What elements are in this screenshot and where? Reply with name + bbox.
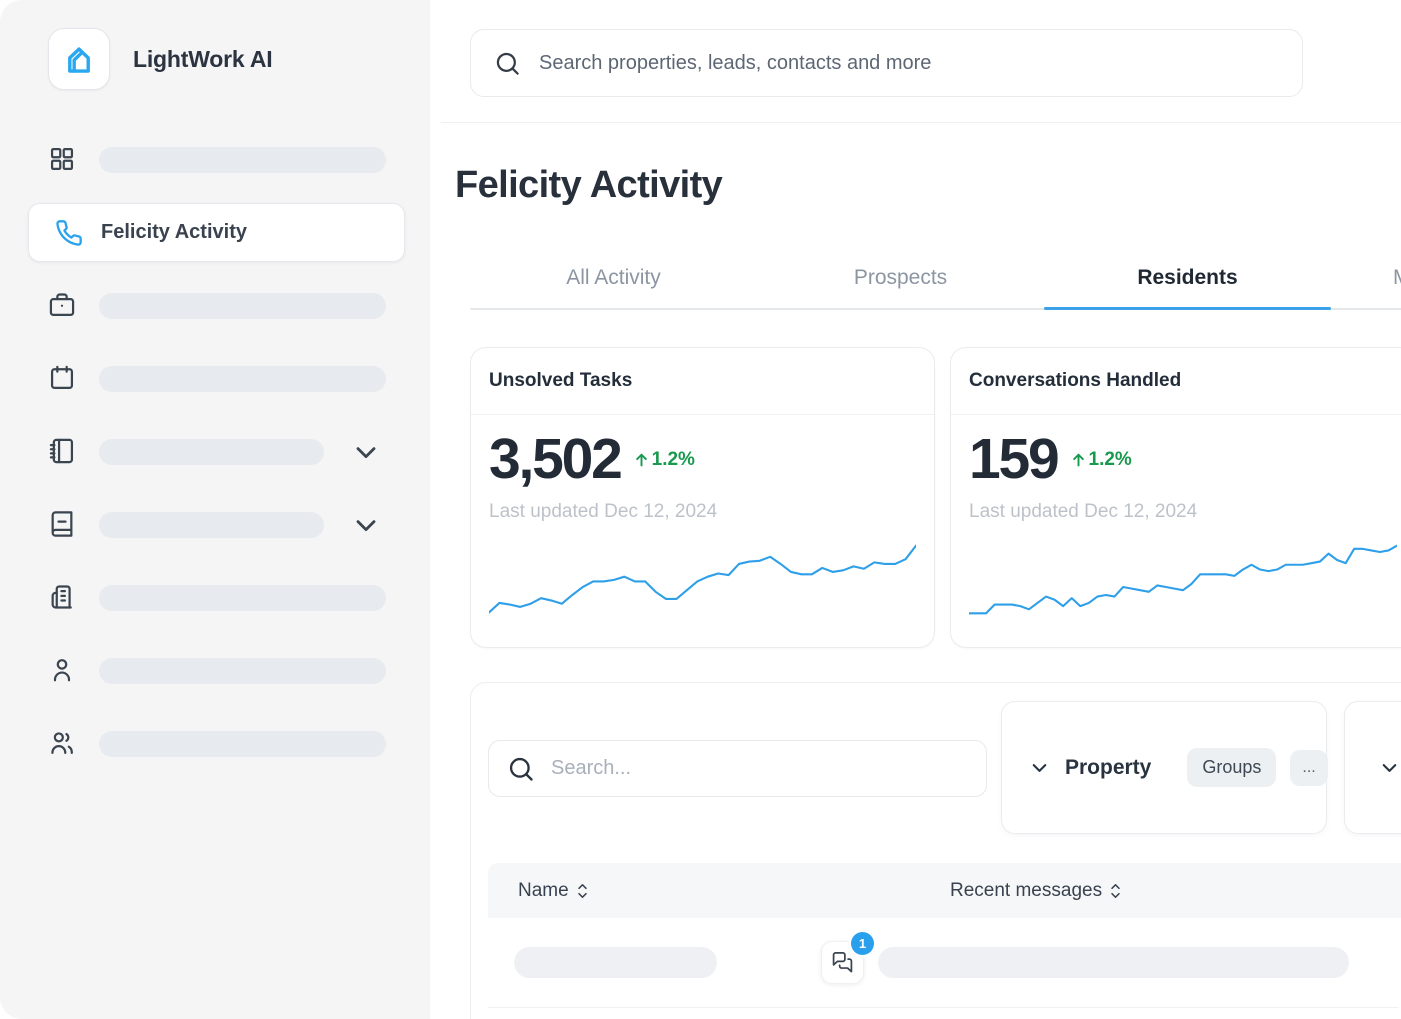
column-label: Recent messages <box>950 879 1103 901</box>
nav-label-placeholder <box>99 585 386 611</box>
residents-table: Name Recent messages <box>488 863 1401 1008</box>
column-label: Name <box>518 879 569 901</box>
sparkline-chart <box>489 535 916 621</box>
stat-card-body: 3,502 1.2% Last updated Dec 12, 2024 <box>471 415 934 621</box>
main-content: Felicity Activity All Activity Prospects… <box>430 0 1401 1019</box>
messages-button[interactable]: 1 <box>821 932 874 984</box>
stat-updated: Last updated Dec 12, 2024 <box>489 501 718 522</box>
page-title: Felicity Activity <box>455 164 723 206</box>
nav-label-placeholder <box>99 293 386 319</box>
nav-label-placeholder <box>99 731 386 757</box>
stat-card-conversations-handled: Conversations Handled 159 1.2% Last upda… <box>950 347 1401 648</box>
stat-delta: 1.2% <box>632 449 695 471</box>
users-icon <box>48 729 76 757</box>
stat-value: 159 <box>969 427 1060 491</box>
tab-bar: All Activity Prospects Residents M <box>470 246 1401 310</box>
stat-card-body: 159 1.2% Last updated Dec 12, 2024 <box>951 415 1401 621</box>
global-search[interactable] <box>470 29 1303 97</box>
stat-card-title: Conversations Handled <box>951 348 1401 415</box>
chevron-down-icon <box>1032 764 1047 772</box>
user-icon <box>48 656 76 684</box>
residents-panel: Property Groups ... Name Recent messages <box>470 682 1401 1019</box>
trend-up-icon <box>635 453 647 467</box>
sidebar-item-placeholder-4[interactable] <box>48 437 388 467</box>
app-title: LightWork AI <box>133 45 273 72</box>
grid-icon <box>48 145 76 173</box>
sidebar-item-placeholder-7[interactable] <box>48 656 388 686</box>
tab-residents[interactable]: Residents <box>1044 246 1331 310</box>
nav-label-placeholder <box>99 366 386 392</box>
sort-icon <box>1111 883 1120 898</box>
sidebar-item-felicity-activity[interactable]: Felicity Activity <box>28 203 405 262</box>
stat-delta-value: 1.2% <box>651 448 695 470</box>
stat-value: 3,502 <box>489 427 623 491</box>
nav-label-placeholder <box>99 512 324 538</box>
chevron-down-icon[interactable] <box>350 436 382 468</box>
briefcase-icon <box>48 291 76 319</box>
column-header-recent-messages[interactable]: Recent messages <box>950 880 1121 902</box>
name-placeholder <box>514 947 717 978</box>
sidebar-item-placeholder-6[interactable] <box>48 583 388 613</box>
panel-search[interactable] <box>488 740 987 797</box>
notebook-icon <box>48 437 76 465</box>
chat-bubbles-icon <box>832 952 853 973</box>
search-icon <box>509 757 533 781</box>
search-icon <box>496 52 519 75</box>
house-icon <box>68 47 90 73</box>
stat-delta-value: 1.2% <box>1088 448 1132 470</box>
sparkline-chart <box>969 535 1397 621</box>
sort-icon <box>577 883 587 898</box>
stat-updated: Last updated Dec 12, 2024 <box>969 501 1198 522</box>
property-filter[interactable]: Property Groups ... <box>1001 701 1328 834</box>
stat-card-unsolved-tasks: Unsolved Tasks 3,502 1.2% Last updated D… <box>470 347 935 648</box>
sidebar: LightWork AI Felicity Activity <box>0 0 430 1019</box>
nav-label-placeholder <box>99 147 386 173</box>
logo-row: LightWork AI <box>48 28 273 90</box>
column-header-name[interactable]: Name <box>518 880 588 902</box>
table-header: Name Recent messages <box>488 863 1401 918</box>
nav-label-placeholder <box>99 439 324 465</box>
nav-label-placeholder <box>99 658 386 684</box>
sidebar-item-dashboard[interactable] <box>48 145 388 175</box>
tab-clipped[interactable]: M <box>1331 246 1401 310</box>
stat-delta: 1.2% <box>1069 449 1132 471</box>
secondary-filter[interactable] <box>1344 701 1401 834</box>
more-chip[interactable]: ... <box>1290 749 1328 786</box>
message-placeholder <box>878 947 1349 978</box>
app-logo[interactable] <box>48 28 110 90</box>
stat-card-title: Unsolved Tasks <box>471 348 934 415</box>
groups-chip[interactable]: Groups <box>1187 748 1277 787</box>
sidebar-item-placeholder-3[interactable] <box>48 364 388 394</box>
calendar-icon <box>48 364 76 392</box>
property-filter-label: Property <box>1065 755 1152 779</box>
chevron-down-icon[interactable] <box>350 509 382 541</box>
chevron-down-icon <box>1382 764 1397 772</box>
panel-search-input[interactable] <box>549 756 968 781</box>
global-search-input[interactable] <box>537 50 1279 76</box>
tab-all-activity[interactable]: All Activity <box>566 266 661 289</box>
sidebar-item-label: Felicity Activity <box>101 221 247 243</box>
sidebar-item-placeholder-2[interactable] <box>48 291 388 321</box>
trend-up-icon <box>1072 453 1084 467</box>
sidebar-item-placeholder-5[interactable] <box>48 510 388 540</box>
header-divider <box>441 122 1401 123</box>
book-icon <box>48 510 76 538</box>
tab-prospects[interactable]: Prospects <box>853 266 948 289</box>
phone-icon <box>55 219 83 247</box>
unread-badge: 1 <box>851 932 874 955</box>
sidebar-item-placeholder-8[interactable] <box>48 729 388 759</box>
table-row[interactable]: 1 <box>488 918 1401 1008</box>
building-icon <box>48 583 76 611</box>
